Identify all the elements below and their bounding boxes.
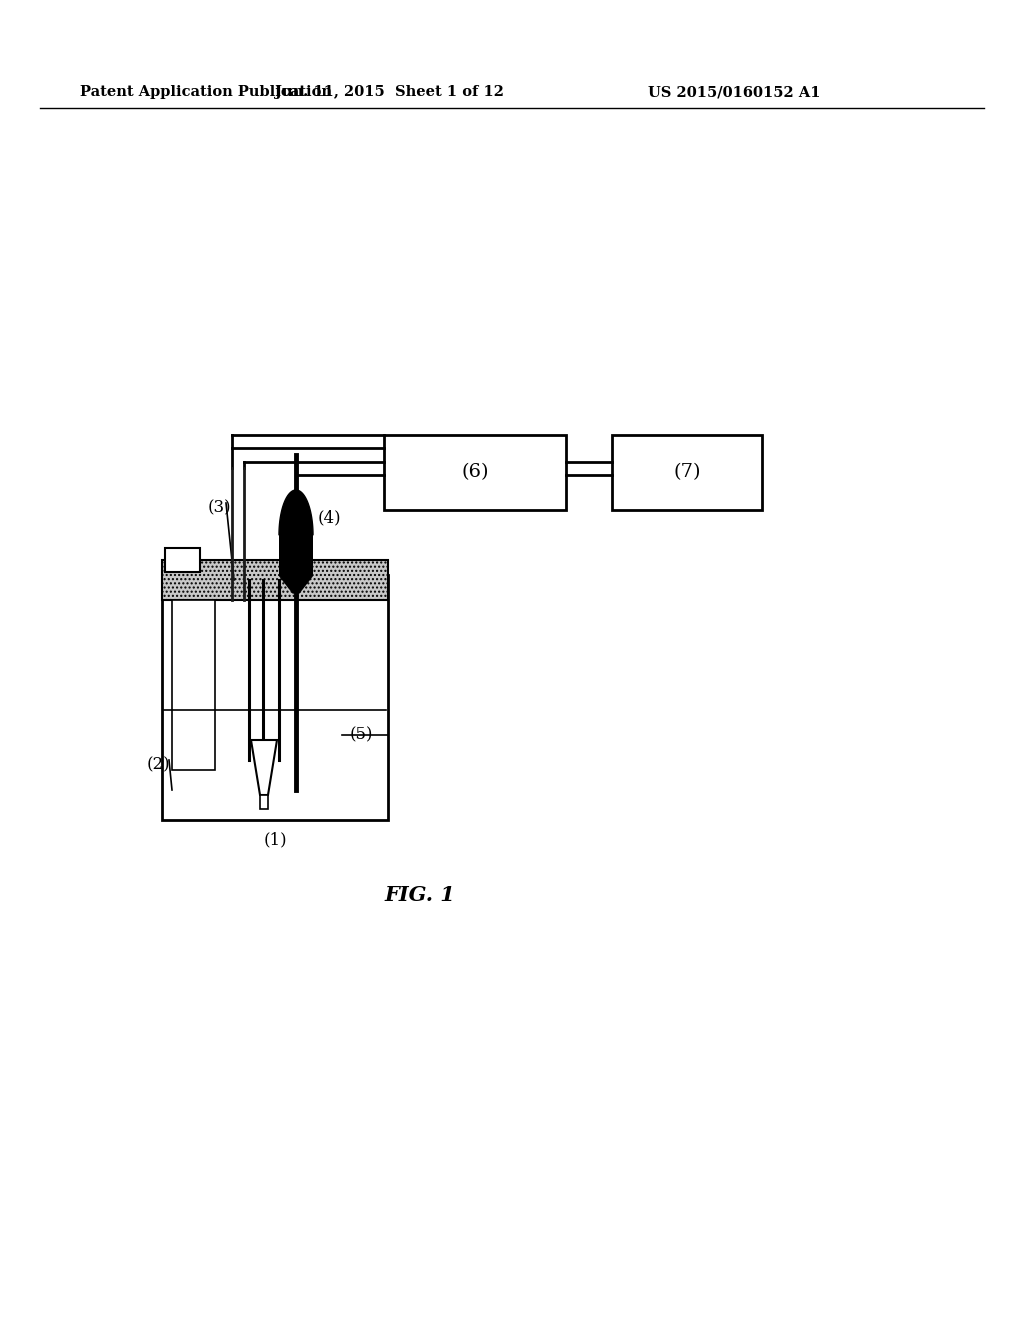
Bar [165,548,200,572]
Polygon shape [279,490,313,535]
Text: (3): (3) [208,499,231,516]
Text: (7): (7) [673,463,700,482]
Text: US 2015/0160152 A1: US 2015/0160152 A1 [648,84,820,99]
Bar [162,560,388,601]
Text: (5): (5) [350,726,374,743]
Text: (4): (4) [318,510,342,527]
Bar [162,576,388,820]
Bar [279,535,313,576]
Bar [612,436,762,510]
Text: Jun. 11, 2015  Sheet 1 of 12: Jun. 11, 2015 Sheet 1 of 12 [275,84,505,99]
Bar [384,436,566,510]
Polygon shape [251,741,278,795]
Text: (2): (2) [147,756,171,774]
Text: Patent Application Publication: Patent Application Publication [80,84,332,99]
Polygon shape [279,576,313,593]
Bar [260,795,268,809]
Text: (1): (1) [263,832,287,849]
Text: (6): (6) [461,463,488,482]
Text: FIG. 1: FIG. 1 [385,884,456,906]
Bar [172,601,215,770]
